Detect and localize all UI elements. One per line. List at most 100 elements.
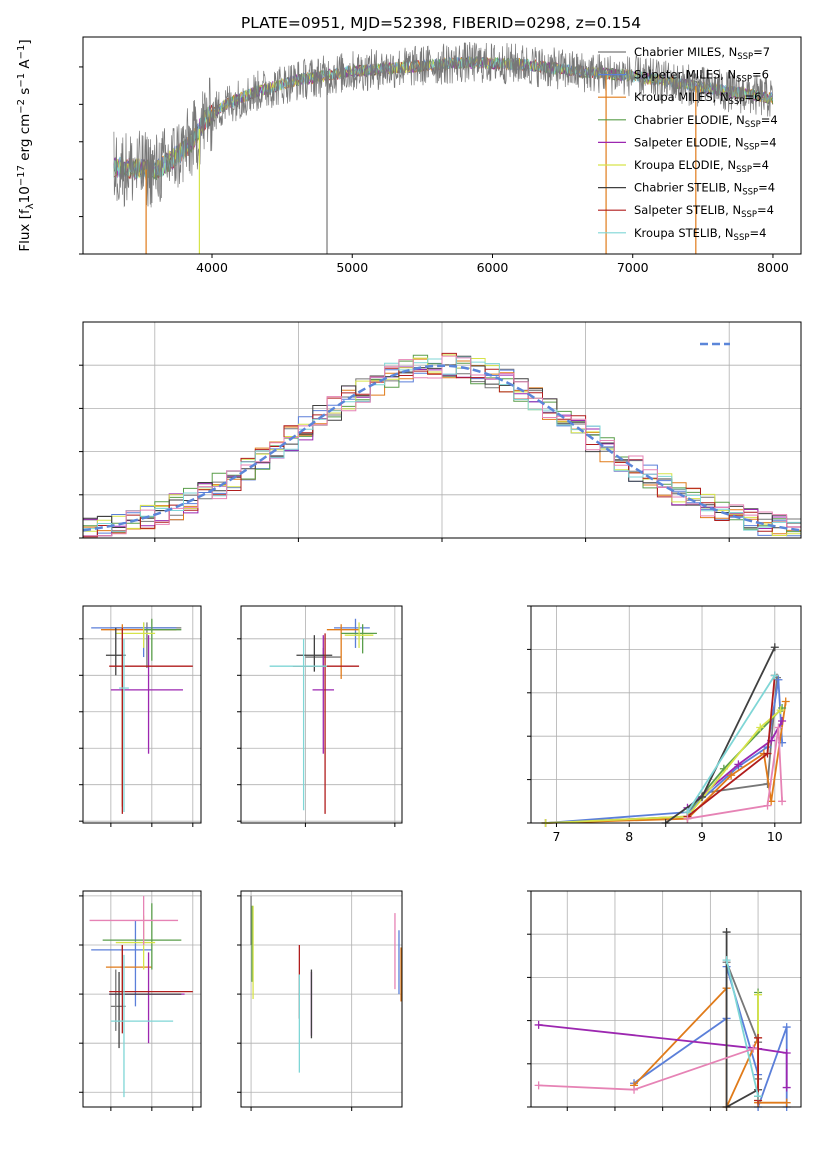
mass-vs-metallicity-panel (79, 890, 202, 1111)
legend-label-text: Chabrier STELIB, N (634, 181, 742, 195)
legend-label-tail: =4 (757, 203, 774, 217)
plot-frame (530, 605, 802, 824)
legend-label-text: Salpeter ELODIE, N (634, 135, 744, 149)
legend-label-text: Kroupa STELIB, N (634, 226, 734, 240)
weight-series-line (538, 1047, 754, 1091)
weight-point-marker (754, 990, 763, 999)
error-bars (250, 895, 402, 1073)
weight-point-marker (749, 1044, 758, 1053)
legend-label-text: Chabrier ELODIE, N (634, 113, 745, 127)
weight-point-marker (781, 697, 790, 706)
weight-point-marker (774, 675, 783, 684)
weight-point-marker (782, 1083, 791, 1092)
weight-series-line (545, 679, 783, 824)
legend-label: Salpeter ELODIE, NSSP=4 (634, 135, 777, 152)
age-vs-mass-panel (237, 605, 403, 827)
weight-point-marker (782, 1049, 791, 1057)
legend-label-text: Kroupa ELODIE, N (634, 158, 736, 172)
legend-label: Kroupa STELIB, NSSP=4 (634, 226, 766, 243)
weight-point-marker (770, 643, 779, 652)
weight-point-marker (754, 1092, 763, 1101)
weight-point-marker (763, 801, 772, 810)
weight-point-marker (698, 792, 707, 801)
legend-label: Chabrier STELIB, NSSP=4 (634, 181, 775, 198)
legend-label: Kroupa ELODIE, NSSP=4 (634, 158, 769, 175)
legend-label-tail: =4 (749, 226, 766, 240)
legend-label-text: Chabrier MILES, N (634, 45, 737, 59)
x-tick-label: 10 (767, 829, 783, 844)
weight-lines (541, 643, 790, 827)
weight-point-marker (722, 956, 731, 965)
legend-label-sub: SSP (741, 210, 757, 220)
legend-label-text: Salpeter MILES, N (634, 68, 736, 82)
legend-label-sub: SSP (742, 188, 758, 198)
weight-series-line (665, 646, 776, 824)
weight-point-marker (630, 1085, 639, 1094)
legend-label-tail: =4 (758, 181, 775, 195)
legend-label-text: Salpeter STELIB, N (634, 203, 741, 217)
plot-frame (240, 890, 403, 1108)
weight-series-line (686, 674, 776, 813)
weight-series-line (545, 701, 787, 824)
y-axis-label-part: −17 (16, 165, 27, 186)
error-bars (91, 618, 193, 814)
plot-frame (82, 890, 202, 1108)
error-bars (89, 895, 193, 1098)
weight-point-marker (722, 928, 731, 937)
legend-label: Salpeter STELIB, NSSP=4 (634, 203, 774, 220)
spectrum-line (113, 41, 773, 208)
weight-point-marker (778, 797, 787, 806)
legend-label: Chabrier ELODIE, NSSP=4 (634, 113, 778, 130)
plot-frame (82, 36, 802, 255)
weight-series-line (633, 985, 787, 1108)
legend-label: Chabrier MILES, NSSP=7 (634, 45, 770, 62)
residual-histogram-panel (79, 321, 802, 542)
x-tick-label: 7000 (617, 260, 649, 275)
legend-label: Kroupa MILES, NSSP=6 (634, 90, 761, 107)
legend-label-tail: =4 (752, 158, 769, 172)
y-axis-label-part: −2 (16, 99, 27, 114)
weight-point-marker (734, 760, 743, 769)
weight-lines (534, 928, 791, 1111)
legend-label-sub: SSP (745, 120, 761, 130)
spectrum-lines (113, 41, 774, 254)
x-tick-label: 6000 (477, 260, 509, 275)
y-axis-label-part: 10 (17, 186, 33, 203)
weight-point-marker (756, 723, 765, 732)
legend-label-sub: SSP (736, 75, 752, 85)
y-axis-label-part: −1 (16, 73, 27, 88)
mass-weight-vs-metallicity-panel (527, 890, 802, 1111)
normal-curve (83, 364, 801, 532)
weight-point-marker (683, 814, 692, 823)
x-tick-label: 8 (625, 829, 633, 844)
weight-point-marker (782, 1098, 791, 1107)
y-axis-label-part: s (17, 88, 33, 99)
y-axis-label-part: erg cm (17, 114, 33, 165)
weight-point-marker (774, 723, 783, 732)
legend-label-tail: =7 (753, 45, 770, 59)
y-axis-label-part: −1 (16, 45, 27, 60)
weight-series-line (725, 959, 759, 1097)
error-bars (269, 618, 377, 814)
legend-label-tail: =4 (761, 113, 778, 127)
y-axis-label-part: A (17, 59, 33, 73)
y-axis-label-part: ] (17, 39, 33, 44)
weight-point-marker (534, 1081, 543, 1090)
mass-vs-extinction-panel (237, 890, 403, 1111)
histograms (83, 352, 801, 538)
x-tick-label: 5000 (336, 260, 368, 275)
weight-point-marker (778, 717, 787, 726)
mass-weight-vs-age-panel: 7 8 9 10 (527, 605, 802, 844)
weight-point-marker (534, 1020, 543, 1029)
x-tick-label: 7 (552, 829, 560, 844)
plot-frame (82, 321, 802, 539)
legend-label-sub: SSP (744, 142, 760, 152)
plot-frame (82, 605, 202, 824)
y-axis-label-part: λ (25, 203, 36, 209)
weight-point-marker (776, 706, 785, 715)
weight-point-marker (727, 771, 736, 780)
weight-point-marker (770, 671, 779, 680)
y-axis-label-part: Flux [f (17, 208, 33, 252)
